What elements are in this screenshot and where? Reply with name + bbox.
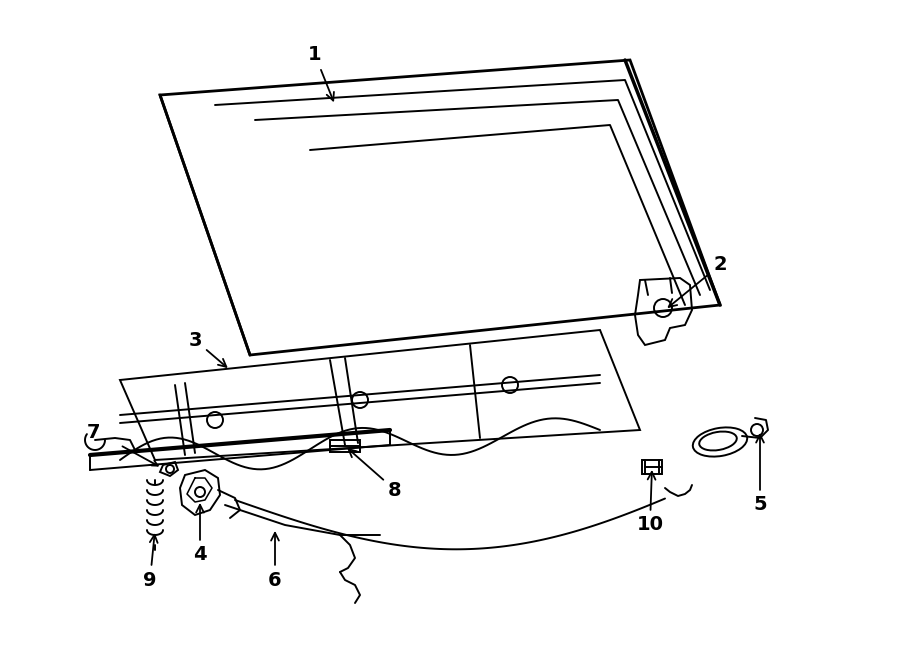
Bar xyxy=(330,440,360,452)
Text: 7: 7 xyxy=(86,422,100,442)
Text: 8: 8 xyxy=(348,449,401,500)
Text: 6: 6 xyxy=(268,533,282,590)
Text: 4: 4 xyxy=(194,505,207,564)
Text: 1: 1 xyxy=(308,46,334,100)
Text: 2: 2 xyxy=(669,256,727,307)
Text: 5: 5 xyxy=(753,435,767,514)
Text: 3: 3 xyxy=(188,330,227,367)
Text: 9: 9 xyxy=(143,535,157,590)
Text: 10: 10 xyxy=(636,472,663,535)
Bar xyxy=(642,460,662,474)
